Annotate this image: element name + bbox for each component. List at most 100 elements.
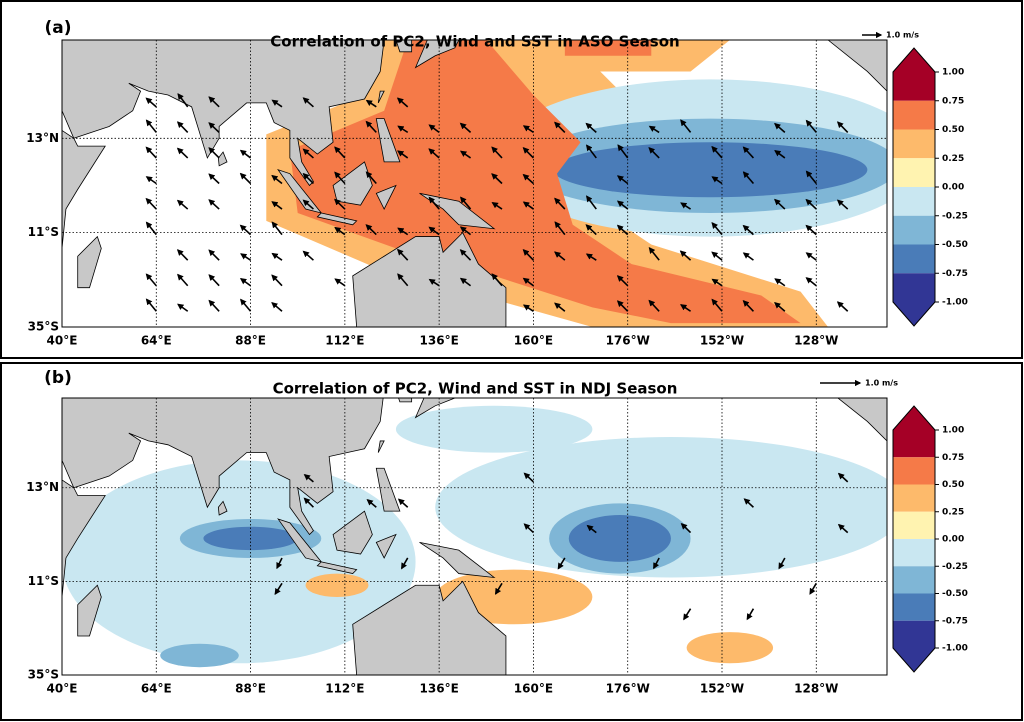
wind-vector <box>276 557 283 570</box>
wind-vector <box>680 202 692 210</box>
wind-vector <box>836 301 849 312</box>
wind-vector <box>459 150 472 159</box>
land <box>316 212 358 226</box>
sst-field <box>160 643 239 668</box>
wind-vector <box>585 253 597 261</box>
colorbar-band <box>893 511 935 539</box>
wind-vector <box>145 221 157 236</box>
x-tick-label: 112°E <box>325 682 364 696</box>
wind-vector <box>177 93 189 108</box>
colorbar-band <box>893 539 935 567</box>
wind-vector <box>616 300 629 312</box>
y-tick-label: 13°N <box>26 131 59 145</box>
wind-vector <box>805 198 817 210</box>
wind-vector <box>522 147 534 159</box>
wind-vector <box>145 97 157 108</box>
colorbar-label: 0.50 <box>942 125 964 135</box>
colorbar-extend <box>893 406 935 430</box>
wind-vector <box>648 246 660 261</box>
wind-vector <box>805 119 817 133</box>
x-tick-label: 64°E <box>141 334 172 348</box>
wind-vector <box>239 224 252 236</box>
wind-vector <box>302 172 314 185</box>
colorbar-label: 0.50 <box>942 480 964 490</box>
colorbar-label: -0.50 <box>942 589 968 599</box>
sst-field <box>395 405 593 453</box>
x-tick-label: 136°E <box>420 334 459 348</box>
wind-vector <box>208 96 220 108</box>
colorbar-band <box>893 129 935 159</box>
colorbar-band <box>893 430 935 458</box>
wind-vector <box>648 299 660 312</box>
wind-vector <box>176 121 189 133</box>
x-tick-label: 152°W <box>700 682 744 696</box>
wind-vector <box>616 224 629 236</box>
wind-vector <box>774 198 786 210</box>
land <box>332 510 373 555</box>
wind-vector <box>145 176 157 185</box>
land <box>332 161 373 206</box>
colorbar-band <box>893 593 935 621</box>
wind-vector <box>176 199 189 210</box>
wind-vector <box>742 146 755 159</box>
wind-vector <box>397 498 409 508</box>
wind-vector <box>805 170 817 185</box>
wind-vector <box>778 557 786 570</box>
sst-field <box>686 632 774 664</box>
wind-vector <box>837 472 849 483</box>
wind-vector <box>428 196 440 210</box>
colorbar-extend <box>893 648 935 672</box>
land <box>77 235 102 289</box>
panel-title: Correlation of PC2, Wind and SST in NDJ … <box>273 380 678 398</box>
land <box>375 184 397 210</box>
wind-vector <box>774 278 786 287</box>
y-tick-label: 11°S <box>28 574 59 588</box>
colorbar-band <box>893 244 935 274</box>
colorbar-label: -0.75 <box>942 269 968 279</box>
map <box>62 40 887 327</box>
wind-vector <box>774 122 786 133</box>
wind-vector <box>774 301 786 312</box>
wind-vector <box>239 278 252 287</box>
wind-vector <box>523 523 534 534</box>
wind-vector <box>805 224 817 236</box>
wind-vector <box>522 249 535 261</box>
land <box>62 479 106 598</box>
sst-field <box>553 142 868 198</box>
x-tick-label: 128°W <box>794 682 838 696</box>
x-tick-label: 88°E <box>235 682 266 696</box>
wind-vector <box>271 252 283 261</box>
wind-vector <box>557 557 566 570</box>
wind-vector <box>805 252 817 261</box>
wind-vector <box>522 125 534 134</box>
map-frame <box>61 397 888 676</box>
wind-vector <box>428 124 440 134</box>
wind-vector <box>460 196 472 210</box>
reference-label: 1.0 m/s <box>886 31 919 40</box>
x-tick-label: 160°E <box>514 334 553 348</box>
wind-vector <box>742 171 755 185</box>
wind-vector <box>271 174 283 185</box>
wind-vector <box>396 248 409 261</box>
wind-vector <box>459 122 472 133</box>
wind-vector <box>334 171 346 185</box>
land <box>419 541 496 579</box>
wind-vector <box>208 199 220 210</box>
wind-vector <box>648 125 660 134</box>
colorbar-label: 0.75 <box>942 453 964 463</box>
x-tick-label: 40°E <box>47 682 78 696</box>
wind-vector <box>523 472 534 483</box>
wind-vector <box>334 146 346 159</box>
wind-vector <box>742 300 755 312</box>
wind-vector <box>836 199 849 210</box>
map <box>62 398 887 675</box>
wind-vector <box>491 146 503 159</box>
wind-vector <box>711 176 723 185</box>
wind-vector <box>746 608 755 621</box>
land <box>62 398 384 536</box>
wind-vector <box>271 201 283 210</box>
wind-vector <box>680 304 692 312</box>
wind-vector <box>653 557 660 570</box>
colorbar-label: 1.00 <box>942 426 964 436</box>
colorbar-extend <box>893 48 935 72</box>
